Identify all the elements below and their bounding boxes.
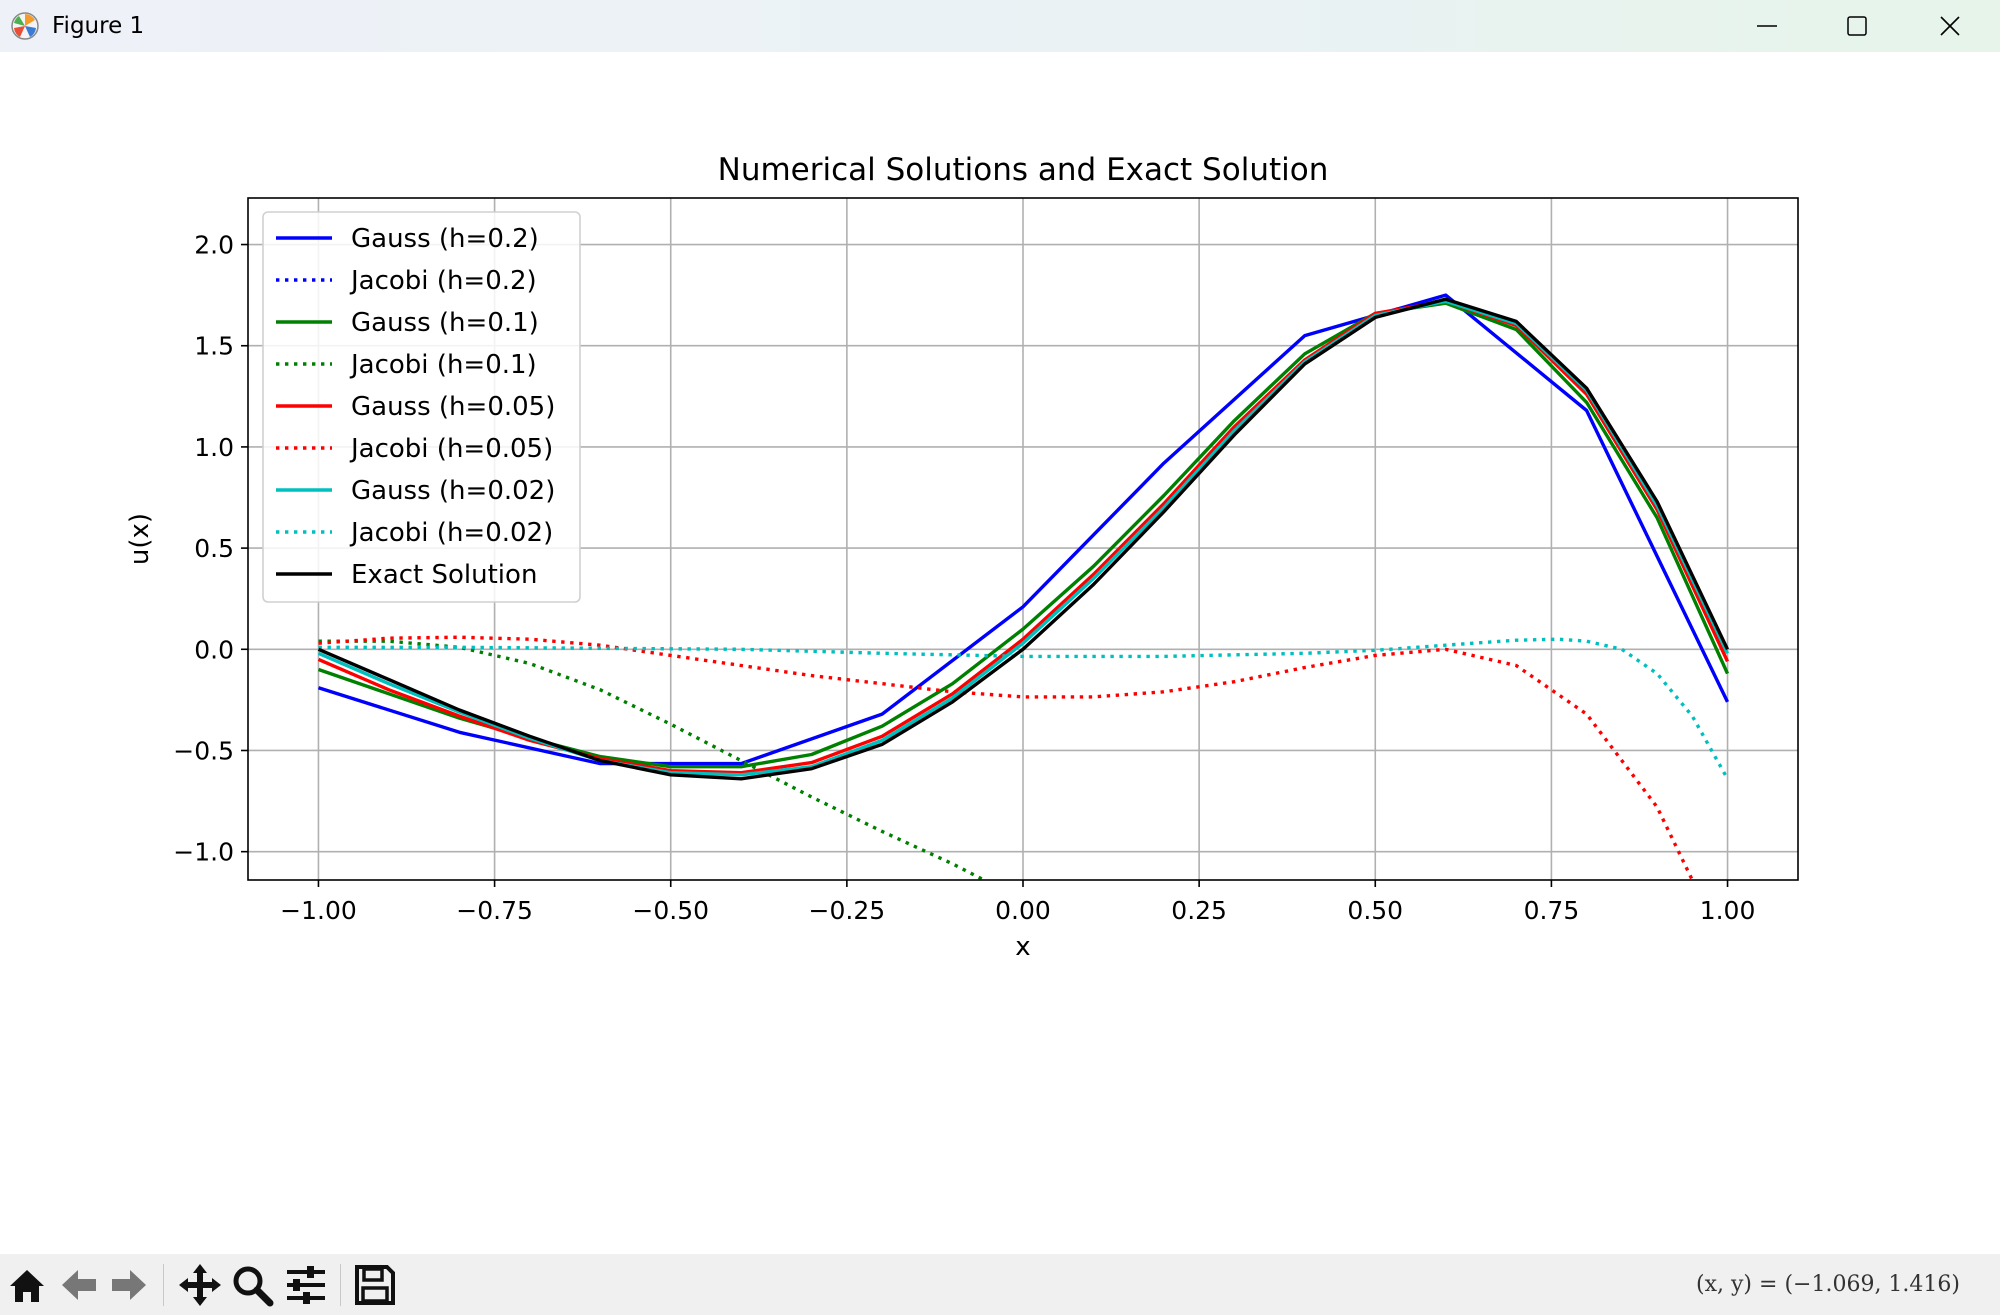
legend-entry-label: Jacobi (h=0.2) [349, 266, 537, 296]
y-tick-label: 2.0 [194, 231, 234, 260]
x-tick-label: 0.50 [1347, 896, 1403, 925]
pan-icon [179, 1264, 221, 1306]
cursor-coordinates-readout: (x, y) = (−1.069, 1.416) [1696, 1272, 1960, 1297]
toolbar-separator [163, 1264, 164, 1306]
series-line-gauss-h-0-2 [317, 293, 1730, 766]
x-tick-label: 0.25 [1171, 896, 1227, 925]
x-tick-label: −0.75 [456, 896, 533, 925]
home-button[interactable] [4, 1262, 50, 1308]
x-axis-label: x [1015, 932, 1030, 962]
y-tick-label: 1.0 [194, 433, 234, 462]
series-line-exact-solution [317, 297, 1730, 781]
x-tick-label: −0.25 [809, 896, 886, 925]
maximize-button[interactable] [1812, 0, 1902, 52]
zoom-icon [233, 1266, 274, 1307]
legend-entry-label: Jacobi (h=0.1) [349, 350, 537, 380]
window-titlebar: Figure 1 [0, 0, 2000, 52]
x-tick-label: 1.00 [1700, 896, 1756, 925]
legend-entry-label: Exact Solution [351, 560, 537, 590]
matplotlib-app-icon [11, 12, 39, 40]
x-tick-label: −0.50 [632, 896, 709, 925]
legend-box [262, 211, 581, 603]
y-tick-label: 0.0 [194, 635, 234, 664]
window-title: Figure 1 [52, 13, 145, 39]
y-tick-label: −0.5 [173, 736, 234, 765]
series-lines [317, 293, 1730, 880]
x-tick-label: 0.75 [1524, 896, 1580, 925]
legend-entry-label: Gauss (h=0.2) [351, 224, 539, 254]
configure-subplots-button[interactable] [283, 1262, 329, 1308]
toolbar-separator [340, 1264, 341, 1306]
figure-canvas[interactable]: −1.00 −0.75 −0.50 −0.25 0.00 0.25 0.50 0.75 1.00… [0, 52, 2000, 1254]
ticks: −1.00 −0.75 −0.50 −0.25 0.00 0.25 0.50 0.75 1.00… [173, 231, 1755, 925]
x-tick-label: −1.00 [280, 896, 357, 925]
back-arrow-icon [62, 1270, 96, 1300]
close-icon [1940, 16, 1960, 36]
maximize-icon [1847, 16, 1867, 36]
minimize-icon [1757, 25, 1777, 27]
series-line-jacobi-h-0-05 [318, 635, 1694, 880]
y-tick-label: 0.5 [194, 534, 234, 563]
legend-entry-label: Gauss (h=0.1) [351, 308, 539, 338]
back-button[interactable] [56, 1262, 102, 1308]
pan-button[interactable] [177, 1262, 223, 1308]
legend-entry-label: Jacobi (h=0.05) [349, 434, 553, 464]
navigation-toolbar [0, 1254, 2000, 1315]
series-line-jacobi-h-0-1 [318, 639, 988, 880]
chart-title: Numerical Solutions and Exact Solution [718, 152, 1329, 188]
legend: Gauss (h=0.2) Jacobi (h=0.2) Gauss (h=0.1)… [262, 211, 581, 603]
legend-entry-label: Gauss (h=0.05) [351, 392, 555, 422]
y-tick-label: 1.5 [194, 332, 234, 361]
legend-entry-label: Jacobi (h=0.02) [349, 518, 553, 548]
y-tick-label: −1.0 [173, 838, 234, 867]
save-button[interactable] [352, 1262, 398, 1308]
forward-arrow-icon [112, 1270, 146, 1300]
zoom-button[interactable] [229, 1262, 275, 1308]
configure-subplots-icon [287, 1266, 325, 1304]
save-icon [355, 1265, 395, 1305]
forward-button[interactable] [106, 1262, 152, 1308]
legend-entry-label: Gauss (h=0.02) [351, 476, 555, 506]
x-tick-label: 0.00 [995, 896, 1051, 925]
minimize-button[interactable] [1722, 0, 1812, 52]
chart-svg: −1.00 −0.75 −0.50 −0.25 0.00 0.25 0.50 0.75 1.00… [125, 152, 1799, 962]
close-button[interactable] [1905, 0, 1995, 52]
home-icon [10, 1270, 44, 1302]
y-axis-label: u(x) [125, 513, 155, 565]
